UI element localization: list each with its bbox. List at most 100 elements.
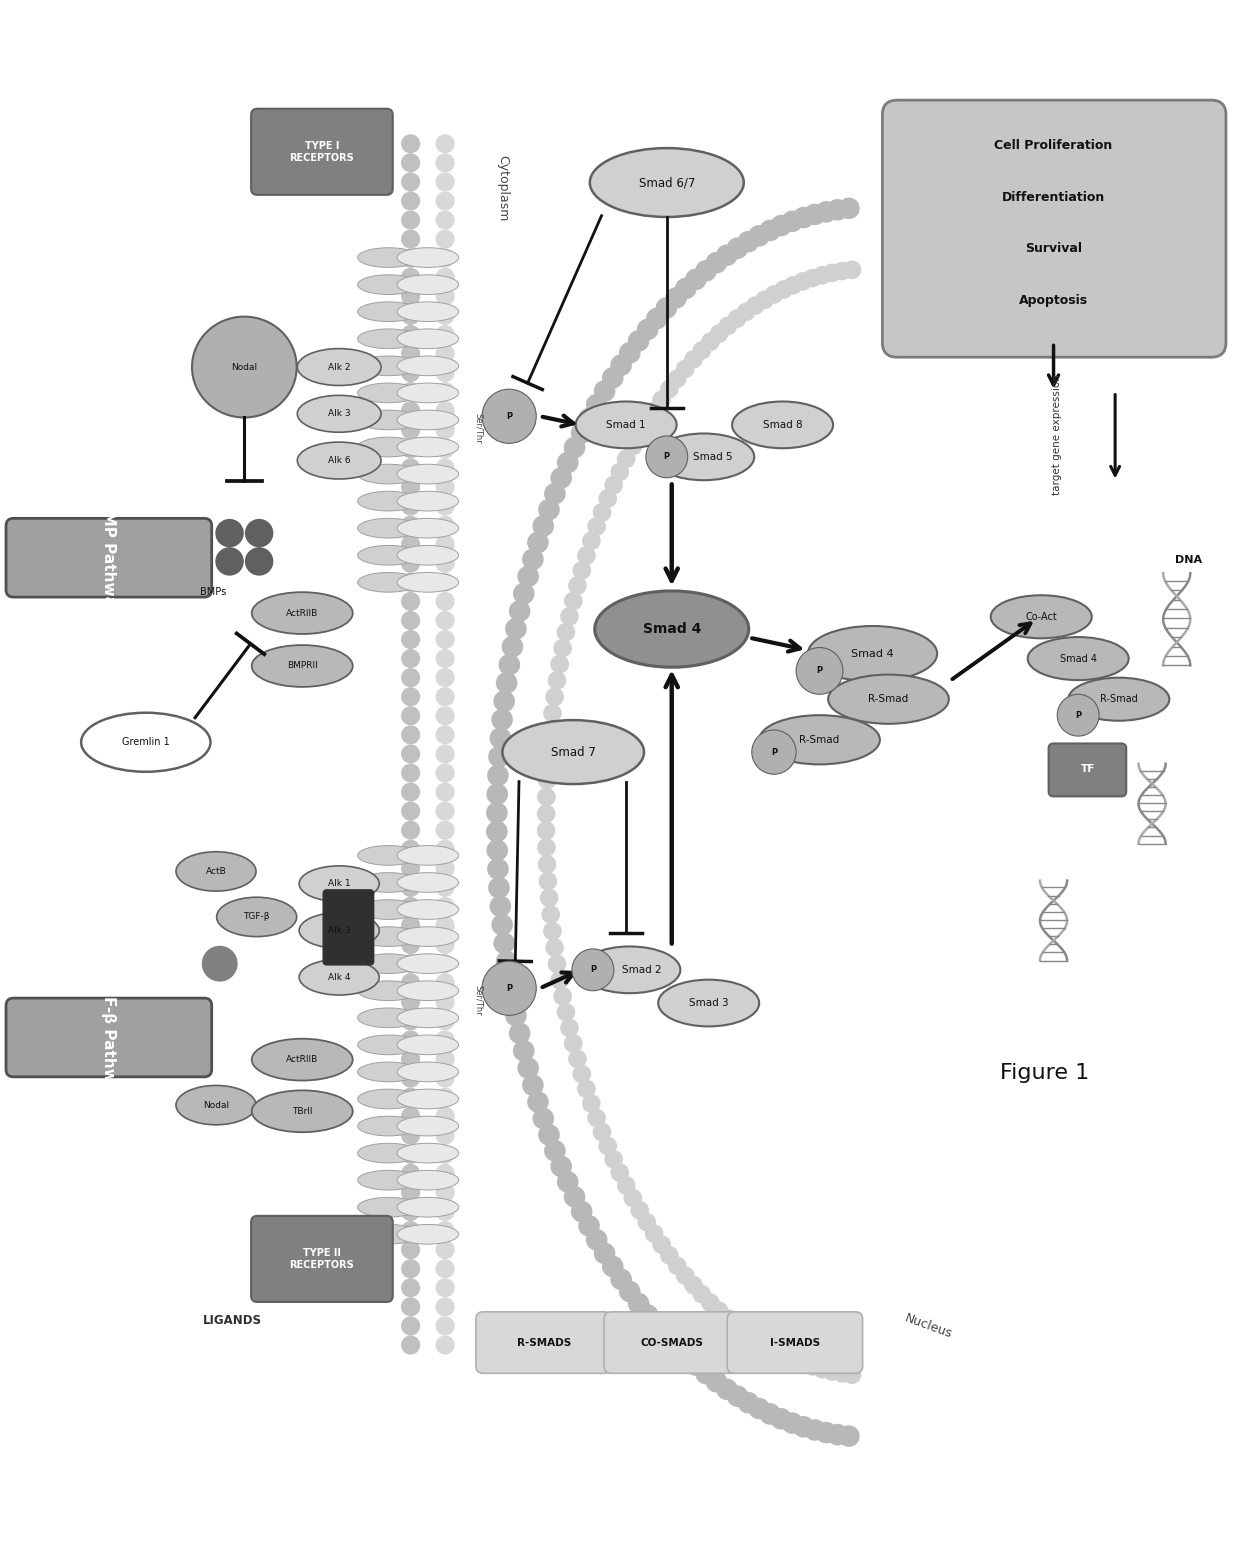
Text: Smad 3: Smad 3 [689,999,728,1008]
Circle shape [402,1088,419,1105]
Circle shape [785,1351,802,1368]
Ellipse shape [397,1224,459,1245]
Circle shape [487,802,507,822]
Ellipse shape [397,900,459,920]
Circle shape [676,278,696,298]
Text: Smad 1: Smad 1 [606,421,646,430]
Circle shape [402,1031,419,1048]
Circle shape [487,821,507,841]
Circle shape [436,1221,454,1240]
Circle shape [611,1164,629,1181]
Circle shape [402,649,419,668]
Ellipse shape [658,980,759,1027]
Circle shape [624,1189,641,1207]
Circle shape [402,192,419,210]
Circle shape [436,1317,454,1334]
Circle shape [502,988,522,1008]
Circle shape [782,1413,802,1433]
Circle shape [1058,694,1099,736]
Ellipse shape [397,846,459,866]
Text: Ser/Thr: Ser/Thr [474,985,482,1016]
Ellipse shape [357,1198,419,1217]
Circle shape [436,498,454,515]
Circle shape [833,263,851,280]
Text: Ser/Thr: Ser/Thr [474,413,482,444]
Circle shape [749,1399,769,1419]
Ellipse shape [397,954,459,974]
Circle shape [765,1342,782,1359]
Circle shape [702,332,719,351]
Circle shape [402,878,419,897]
FancyBboxPatch shape [252,108,393,195]
Ellipse shape [299,960,379,996]
Circle shape [402,1317,419,1334]
Circle shape [436,1241,454,1258]
Circle shape [496,951,517,971]
Circle shape [751,730,796,775]
Circle shape [436,135,454,153]
Ellipse shape [397,438,459,458]
Ellipse shape [357,301,419,322]
Text: LIGANDS: LIGANDS [202,1314,262,1326]
Circle shape [684,1277,702,1294]
Circle shape [436,402,454,419]
Circle shape [436,306,454,325]
Circle shape [539,1124,559,1146]
Circle shape [500,969,520,989]
Circle shape [554,640,572,657]
Text: Smad 4: Smad 4 [1060,654,1096,663]
Circle shape [402,764,419,782]
Circle shape [551,656,568,673]
Circle shape [639,1214,656,1231]
Circle shape [402,993,419,1011]
Ellipse shape [991,595,1091,638]
Circle shape [756,291,774,308]
Circle shape [717,1379,737,1399]
Circle shape [738,1393,759,1413]
Circle shape [402,135,419,153]
Circle shape [557,623,574,642]
Circle shape [605,1150,622,1169]
Circle shape [637,1305,657,1325]
Text: Alk 2: Alk 2 [327,363,351,371]
Circle shape [487,860,508,880]
Text: Cell Proliferation: Cell Proliferation [994,139,1112,152]
Ellipse shape [590,148,744,216]
Circle shape [436,363,454,382]
Circle shape [402,955,419,972]
Circle shape [618,450,635,467]
Ellipse shape [357,872,419,892]
Ellipse shape [81,713,211,771]
Ellipse shape [397,301,459,322]
Ellipse shape [397,356,459,376]
Ellipse shape [357,926,419,946]
Circle shape [653,391,670,408]
Circle shape [492,915,512,935]
Circle shape [436,516,454,533]
Ellipse shape [397,1198,459,1217]
Text: ActRIIB: ActRIIB [286,609,319,617]
Circle shape [603,1257,622,1277]
Circle shape [402,1127,419,1144]
Circle shape [620,1282,640,1302]
Circle shape [548,673,565,690]
Circle shape [827,199,848,220]
Circle shape [436,1279,454,1297]
Text: Alk 6: Alk 6 [327,456,351,465]
Ellipse shape [357,900,419,920]
Circle shape [402,498,419,515]
Ellipse shape [357,546,419,566]
Circle shape [436,764,454,782]
Text: Nucleus: Nucleus [903,1313,954,1342]
Circle shape [402,974,419,991]
Circle shape [653,1237,670,1254]
Circle shape [494,691,515,711]
Circle shape [402,574,419,591]
Circle shape [494,934,515,954]
Text: P: P [771,748,777,756]
Ellipse shape [807,626,937,682]
Circle shape [833,1365,851,1382]
Circle shape [599,490,616,507]
Circle shape [202,946,237,980]
Circle shape [693,1285,711,1303]
